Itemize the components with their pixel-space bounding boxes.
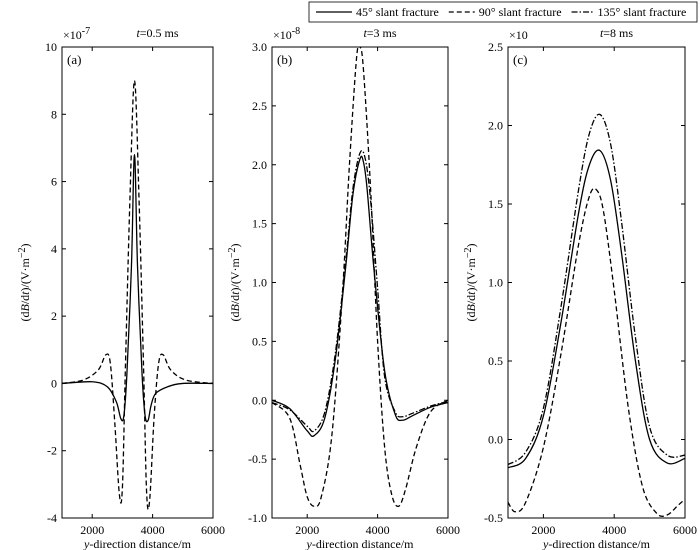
x-axis-label: y-direction distance/m [542,537,651,550]
y-multiplier: ×10-8 [273,26,300,42]
x-tick-label: 6000 [201,523,225,537]
y-axis-label: (dB/dt)/(V·m−2) [17,244,32,322]
series-line-45 [508,149,685,469]
legend: 45° slant fracture 90° slant fracture 135°… [308,1,698,23]
panel-letter: (a) [67,52,81,67]
legend-label-90: 90° slant fracture [479,5,562,19]
series-line-90 [272,47,448,508]
y-tick-label: 1.0 [252,276,267,290]
y-tick-label: 1.0 [488,276,503,290]
series-line-90 [508,187,685,517]
x-tick-label: 2000 [80,523,104,537]
y-tick-label: 0.5 [252,334,267,348]
x-tick-label: 6000 [673,523,697,537]
x-tick-label: 2000 [295,523,319,537]
y-tick-label: 2 [51,309,57,323]
panel-title: t=0.5 ms [136,26,178,40]
panel-letter: (b) [277,52,292,67]
y-tick-label: -1.0 [248,511,267,525]
y-tick-label: 2.0 [252,158,267,172]
panel-letter: (c) [513,52,527,67]
y-tick-label: 2.5 [488,40,503,54]
panel-c: 2000 4000 6000 -0.5 0.0 0.5 1.0 1.5 2.0 2.5 (c) t=8… [463,26,697,550]
y-multiplier: ×10 [509,28,528,42]
y-tick-label: 10 [45,40,57,54]
series-group [272,47,448,508]
y-tick-label: -0.5 [248,452,267,466]
panel-title: t=8 ms [600,26,633,40]
y-tick-label: 0 [51,376,57,390]
x-tick-label: 6000 [436,523,460,537]
series-line-90 [62,79,213,510]
y-tick-label: 1.5 [252,217,267,231]
x-axis-label: y-direction distance/m [306,537,415,550]
y-tick-label: 0.5 [488,354,503,368]
y-tick-label: 6 [51,175,57,189]
y-tick-label: -2 [47,444,57,458]
y-tick-label: -4 [47,511,57,525]
x-tick-label: 4000 [141,523,165,537]
x-axis-label: y-direction distance/m [83,537,192,550]
y-tick-label: 4 [51,242,57,256]
x-tick-label: 4000 [602,523,626,537]
x-tick-label: 2000 [531,523,555,537]
y-tick-label: 2.0 [488,119,503,133]
panel-b: 2000 4000 6000 -1.0 -0.5 0.0 0.5 1.0 1.5 2.0 2.5 3.… [227,26,460,550]
y-tick-label: -0.5 [484,511,503,525]
legend-box [308,1,698,23]
series-line-135 [508,113,685,466]
legend-label-45: 45° slant fracture [356,5,439,19]
series-line-45 [272,155,448,438]
plot-frame [271,46,449,519]
y-axis-label: (dB/dt)/(V·m−2) [463,244,478,322]
y-tick-label: 8 [51,107,57,121]
panel-title: t=3 ms [363,26,396,40]
series-group [62,79,213,510]
x-tick-label: 4000 [366,523,390,537]
y-tick-label: 0.0 [252,393,267,407]
y-multiplier: ×10-7 [63,26,90,42]
y-tick-label: 3.0 [252,40,267,54]
legend-label-135: 135° slant fracture [598,5,687,19]
y-tick-label: 2.5 [252,99,267,113]
panel-a: 2000 4000 6000 -4 -2 0 2 4 6 8 10 (a) t=0.5 ms ×10-7 y… [17,26,225,550]
y-tick-label: 1.5 [488,197,503,211]
series-group [508,113,685,517]
series-line-135 [272,149,448,433]
y-axis-label: (dB/dt)/(V·m−2) [227,244,242,322]
plot-frame [507,46,686,519]
y-tick-label: 0.0 [488,433,503,447]
plot-frame [61,46,214,519]
